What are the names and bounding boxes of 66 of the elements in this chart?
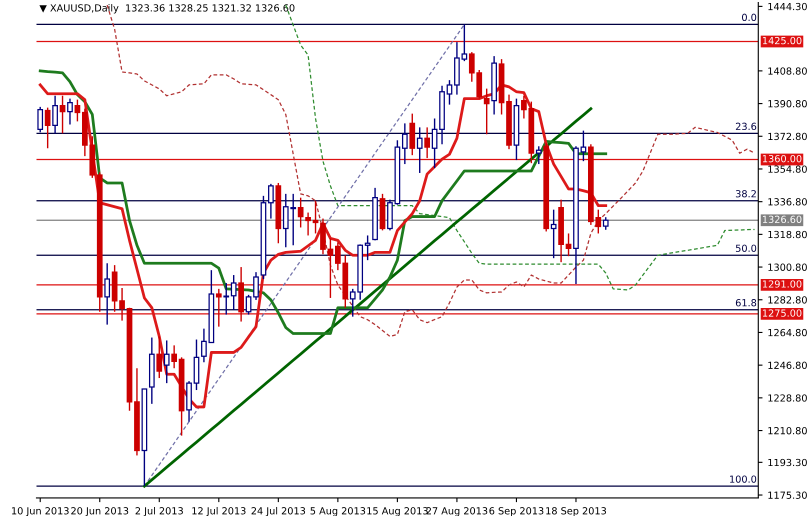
ref-line-label: 1360.00 bbox=[762, 154, 802, 162]
x-tick-label: 20 Jun 2013 bbox=[71, 507, 128, 516]
ref-line-label: 1326.60 bbox=[762, 216, 802, 224]
candlestick bbox=[468, 51, 475, 82]
y-tick-label: 1228.80 bbox=[768, 394, 807, 402]
annotation: 38.2 bbox=[736, 190, 756, 198]
y-tick-label: 1354.80 bbox=[768, 165, 807, 173]
annotation: 50.0 bbox=[736, 244, 756, 252]
candlestick bbox=[104, 262, 110, 326]
candlestick bbox=[290, 193, 296, 246]
x-tick-label: 6 Sep 2013 bbox=[489, 507, 544, 516]
y-tick-label: 1444.30 bbox=[768, 2, 807, 10]
annotation: 0.0 bbox=[742, 14, 756, 22]
candlestick bbox=[602, 216, 609, 230]
candlestick bbox=[282, 193, 289, 248]
annotation: 23.6 bbox=[736, 122, 756, 130]
annotation: 61.8 bbox=[736, 299, 756, 306]
y-tick-label: 1336.80 bbox=[768, 198, 807, 206]
candlestick bbox=[550, 208, 557, 259]
x-tick-label: 5 Aug 2013 bbox=[310, 507, 366, 516]
candlestick bbox=[595, 208, 602, 234]
candlestick bbox=[156, 336, 162, 379]
y-tick-label: 1390.80 bbox=[768, 100, 807, 108]
candlestick bbox=[67, 98, 73, 126]
candlestick bbox=[521, 95, 527, 120]
candlestick bbox=[536, 146, 542, 165]
candlestick bbox=[424, 126, 430, 159]
y-tick-label: 1210.80 bbox=[768, 427, 807, 434]
candlestick bbox=[476, 69, 482, 100]
x-tick-label: 27 Aug 2013 bbox=[426, 507, 488, 516]
x-tick-label: 10 Jun 2013 bbox=[12, 507, 69, 516]
annotation: 100.0 bbox=[730, 475, 756, 483]
y-tick-label: 1193.30 bbox=[768, 458, 807, 466]
candlestick bbox=[216, 288, 222, 328]
candlestick bbox=[402, 122, 408, 165]
candlestick bbox=[364, 234, 370, 261]
candlestick bbox=[350, 288, 356, 318]
y-tick-label: 1372.80 bbox=[768, 132, 807, 140]
candlestick bbox=[298, 196, 304, 228]
candlestick bbox=[223, 282, 230, 316]
candlestick bbox=[44, 106, 51, 149]
y-tick-label: 1300.80 bbox=[768, 264, 807, 271]
y-tick-label: 1282.80 bbox=[768, 296, 807, 304]
y-tick-label: 1175.30 bbox=[768, 492, 807, 499]
x-tick-label: 2 Jul 2013 bbox=[136, 506, 183, 516]
candlestick bbox=[416, 126, 423, 174]
line-series bbox=[143, 107, 592, 488]
x-tick-label: 12 Jul 2013 bbox=[192, 506, 246, 516]
y-tick-label: 1246.80 bbox=[768, 362, 807, 369]
candlestick bbox=[60, 95, 66, 134]
candlestick bbox=[52, 95, 58, 134]
x-tick-label: 15 Aug 2013 bbox=[367, 507, 428, 516]
line-series bbox=[38, 69, 608, 335]
candlestick bbox=[37, 106, 44, 133]
y-tick-label: 1264.80 bbox=[768, 328, 807, 336]
ref-line-label: 1275.00 bbox=[762, 309, 802, 317]
candlestick bbox=[164, 340, 170, 384]
candlestick bbox=[230, 274, 237, 310]
candlestick bbox=[484, 88, 490, 135]
ref-line-label: 1425.00 bbox=[762, 36, 802, 44]
ref-line-label: 1291.00 bbox=[762, 280, 802, 288]
y-tick-label: 1408.80 bbox=[768, 67, 807, 75]
chart-title: ▼ XAUUSD,Daily 1323.36 1328.25 1321.32 1326.60 bbox=[39, 4, 294, 14]
x-tick-label: 24 Jul 2013 bbox=[252, 506, 306, 516]
y-tick-label: 1318.80 bbox=[768, 230, 807, 238]
x-tick-label: 18 Sep 2013 bbox=[546, 507, 606, 516]
